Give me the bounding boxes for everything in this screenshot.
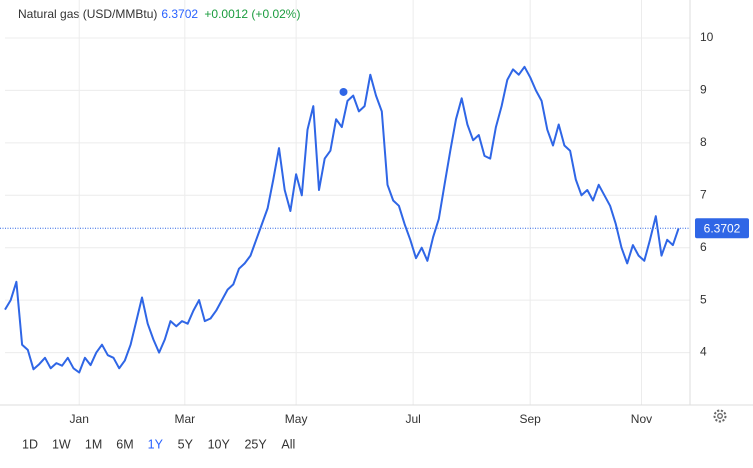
y-tick-label: 6 xyxy=(700,240,707,254)
price-change: +0.0012 (+0.02%) xyxy=(204,7,300,21)
y-tick-label: 7 xyxy=(700,187,707,201)
range-button[interactable]: 10Y xyxy=(208,437,231,451)
x-tick-label: Sep xyxy=(519,412,541,426)
range-button[interactable]: 5Y xyxy=(178,437,194,451)
price-tag-label: 6.3702 xyxy=(704,221,741,235)
chart-title: Natural gas (USD/MMBtu) xyxy=(18,7,157,21)
range-button[interactable]: 1Y xyxy=(148,437,164,451)
x-tick-label: Mar xyxy=(174,412,195,426)
range-button[interactable]: 1W xyxy=(52,437,71,451)
y-tick-label: 5 xyxy=(700,292,707,306)
y-tick-label: 4 xyxy=(700,345,707,359)
range-button[interactable]: 1D xyxy=(22,437,38,451)
x-tick-label: May xyxy=(285,412,308,426)
gear xyxy=(713,409,727,423)
y-tick-label: 8 xyxy=(700,135,707,149)
settings-icon[interactable] xyxy=(713,409,727,423)
current-price: 6.3702 xyxy=(161,7,198,21)
range-button[interactable]: 6M xyxy=(116,437,133,451)
x-tick-label: Nov xyxy=(631,412,652,426)
y-tick-label: 9 xyxy=(700,83,707,97)
range-button[interactable]: 1M xyxy=(85,437,102,451)
highlight-point xyxy=(339,87,348,96)
y-tick-label: 10 xyxy=(700,30,714,44)
gear-hub xyxy=(717,413,723,419)
price-line xyxy=(4,65,680,374)
range-button[interactable]: All xyxy=(281,437,295,451)
x-tick-label: Jan xyxy=(70,412,89,426)
price-tag xyxy=(695,218,749,239)
x-tick-label: Jul xyxy=(405,412,420,426)
range-button[interactable]: 25Y xyxy=(244,437,267,451)
